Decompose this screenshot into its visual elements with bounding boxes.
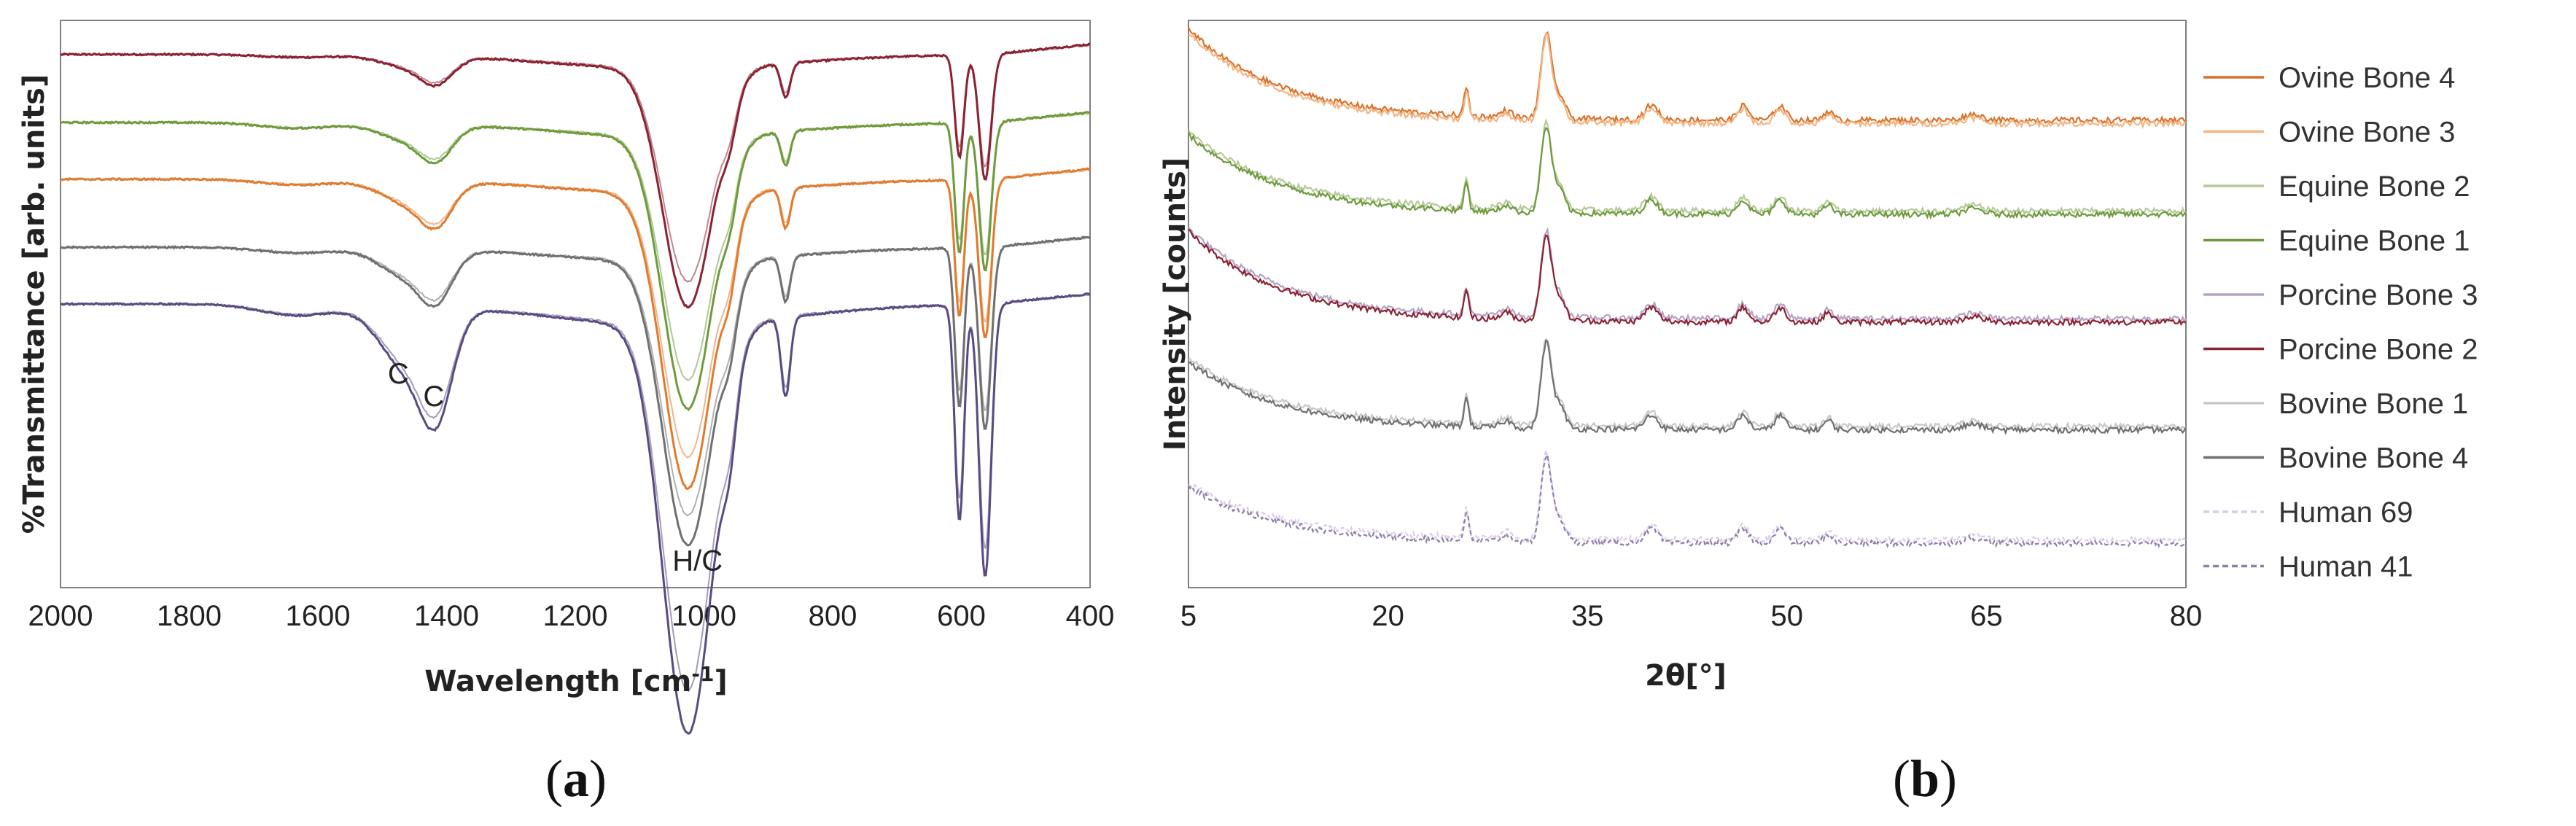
xrd-x-tick-label: 35 — [1571, 600, 1604, 632]
ftir-series-line-1-replicate — [60, 44, 1091, 283]
ftir-series-line-2-replicate — [61, 112, 1091, 381]
panel-label-b-close: ) — [1939, 749, 1957, 808]
xrd-series-line-bovine-bone-4 — [1188, 339, 2187, 435]
xrd-series-line-porcine-bone-2 — [1188, 228, 2187, 327]
ftir-band-annotation: H/C — [672, 545, 723, 577]
xrd-series-group — [1188, 27, 2187, 549]
xrd-x-tick-labels: 5 20 35 50 65 80 — [1180, 600, 2202, 632]
xrd-series-line-equine-bone-1 — [1188, 126, 2187, 220]
xrd-series-line-human-41 — [1188, 452, 2187, 549]
legend-label: Bovine Bone 4 — [2279, 443, 2468, 475]
ftir-x-tick-label: 1400 — [414, 600, 479, 632]
ftir-band-annotation: C — [388, 358, 409, 390]
panel-label-a-open: ( — [545, 749, 563, 808]
xrd-series-line-ovine-bone-3 — [1188, 32, 2187, 130]
ftir-x-axis-title: Wavelength [cm-1] — [424, 662, 727, 698]
legend-label: Human 69 — [2279, 496, 2413, 529]
ftir-series-line-4-replicate — [60, 236, 1091, 517]
legend-label: Porcine Bone 2 — [2279, 334, 2478, 366]
panel-label-a: (a) — [545, 749, 607, 808]
legend-label: Equine Bone 1 — [2279, 225, 2470, 257]
legend-label: Human 41 — [2279, 551, 2413, 583]
ftir-chart: 2000 1800 1600 1400 1200 1000 800 600 400 CCH/C … — [17, 20, 1114, 808]
xrd-x-axis-title: 2θ[°] — [1645, 659, 1727, 693]
ftir-x-tick-label: 600 — [937, 600, 986, 632]
xrd-x-tick-label: 20 — [1371, 600, 1404, 632]
ftir-series-group — [60, 42, 1091, 735]
ftir-x-axis-title-main: Wavelength [cm — [424, 665, 691, 698]
ftir-plot-frame — [60, 20, 1091, 588]
xrd-x-tick-label: 80 — [2170, 600, 2203, 632]
ftir-x-tick-label: 1800 — [157, 600, 222, 632]
ftir-x-tick-label: 1600 — [286, 600, 351, 632]
xrd-legend: Ovine Bone 4 Ovine Bone 3 Equine Bone 2 Equ… — [2203, 62, 2478, 583]
panel-label-a-letter: a — [563, 749, 589, 808]
xrd-y-axis-title: Intensity [counts] — [1159, 157, 1192, 451]
xrd-x-tick-label: 50 — [1771, 600, 1804, 632]
ftir-x-tick-label: 400 — [1066, 600, 1115, 632]
ftir-annotations: CC H/C — [388, 358, 723, 577]
ftir-x-tick-label: 800 — [809, 600, 857, 632]
legend-label: Ovine Bone 3 — [2279, 117, 2455, 149]
ftir-x-tick-labels: 2000 1800 1600 1400 1200 1000 800 600 400 — [28, 600, 1115, 632]
ftir-x-tick-label: 2000 — [28, 600, 93, 632]
ftir-band-annotation: C — [423, 381, 444, 413]
panel-label-a-close: ) — [589, 749, 607, 808]
ftir-x-axis-title-end: ] — [714, 665, 727, 698]
panel-label-b-letter: b — [1910, 749, 1939, 808]
ftir-y-axis-title: %Transmittance [arb. units] — [17, 74, 51, 534]
xrd-x-tick-label: 5 — [1180, 600, 1196, 632]
legend-label: Ovine Bone 4 — [2279, 62, 2455, 94]
xrd-x-tick-label: 65 — [1970, 600, 2003, 632]
ftir-series-line-5-replicate — [60, 294, 1091, 693]
legend-label: Bovine Bone 1 — [2279, 388, 2468, 420]
xrd-chart: 5 20 35 50 65 80 Intensity [counts] 2θ[°] Ovi… — [1159, 20, 2478, 808]
panel-label-b: (b) — [1893, 749, 1957, 808]
legend-label: Porcine Bone 3 — [2279, 279, 2478, 311]
panel-label-b-open: ( — [1893, 749, 1910, 808]
ftir-x-axis-title-sup: -1 — [691, 662, 714, 686]
legend-label: Equine Bone 2 — [2279, 171, 2470, 203]
ftir-series-line-3-replicate — [60, 169, 1091, 459]
ftir-x-tick-label: 1200 — [543, 600, 608, 632]
